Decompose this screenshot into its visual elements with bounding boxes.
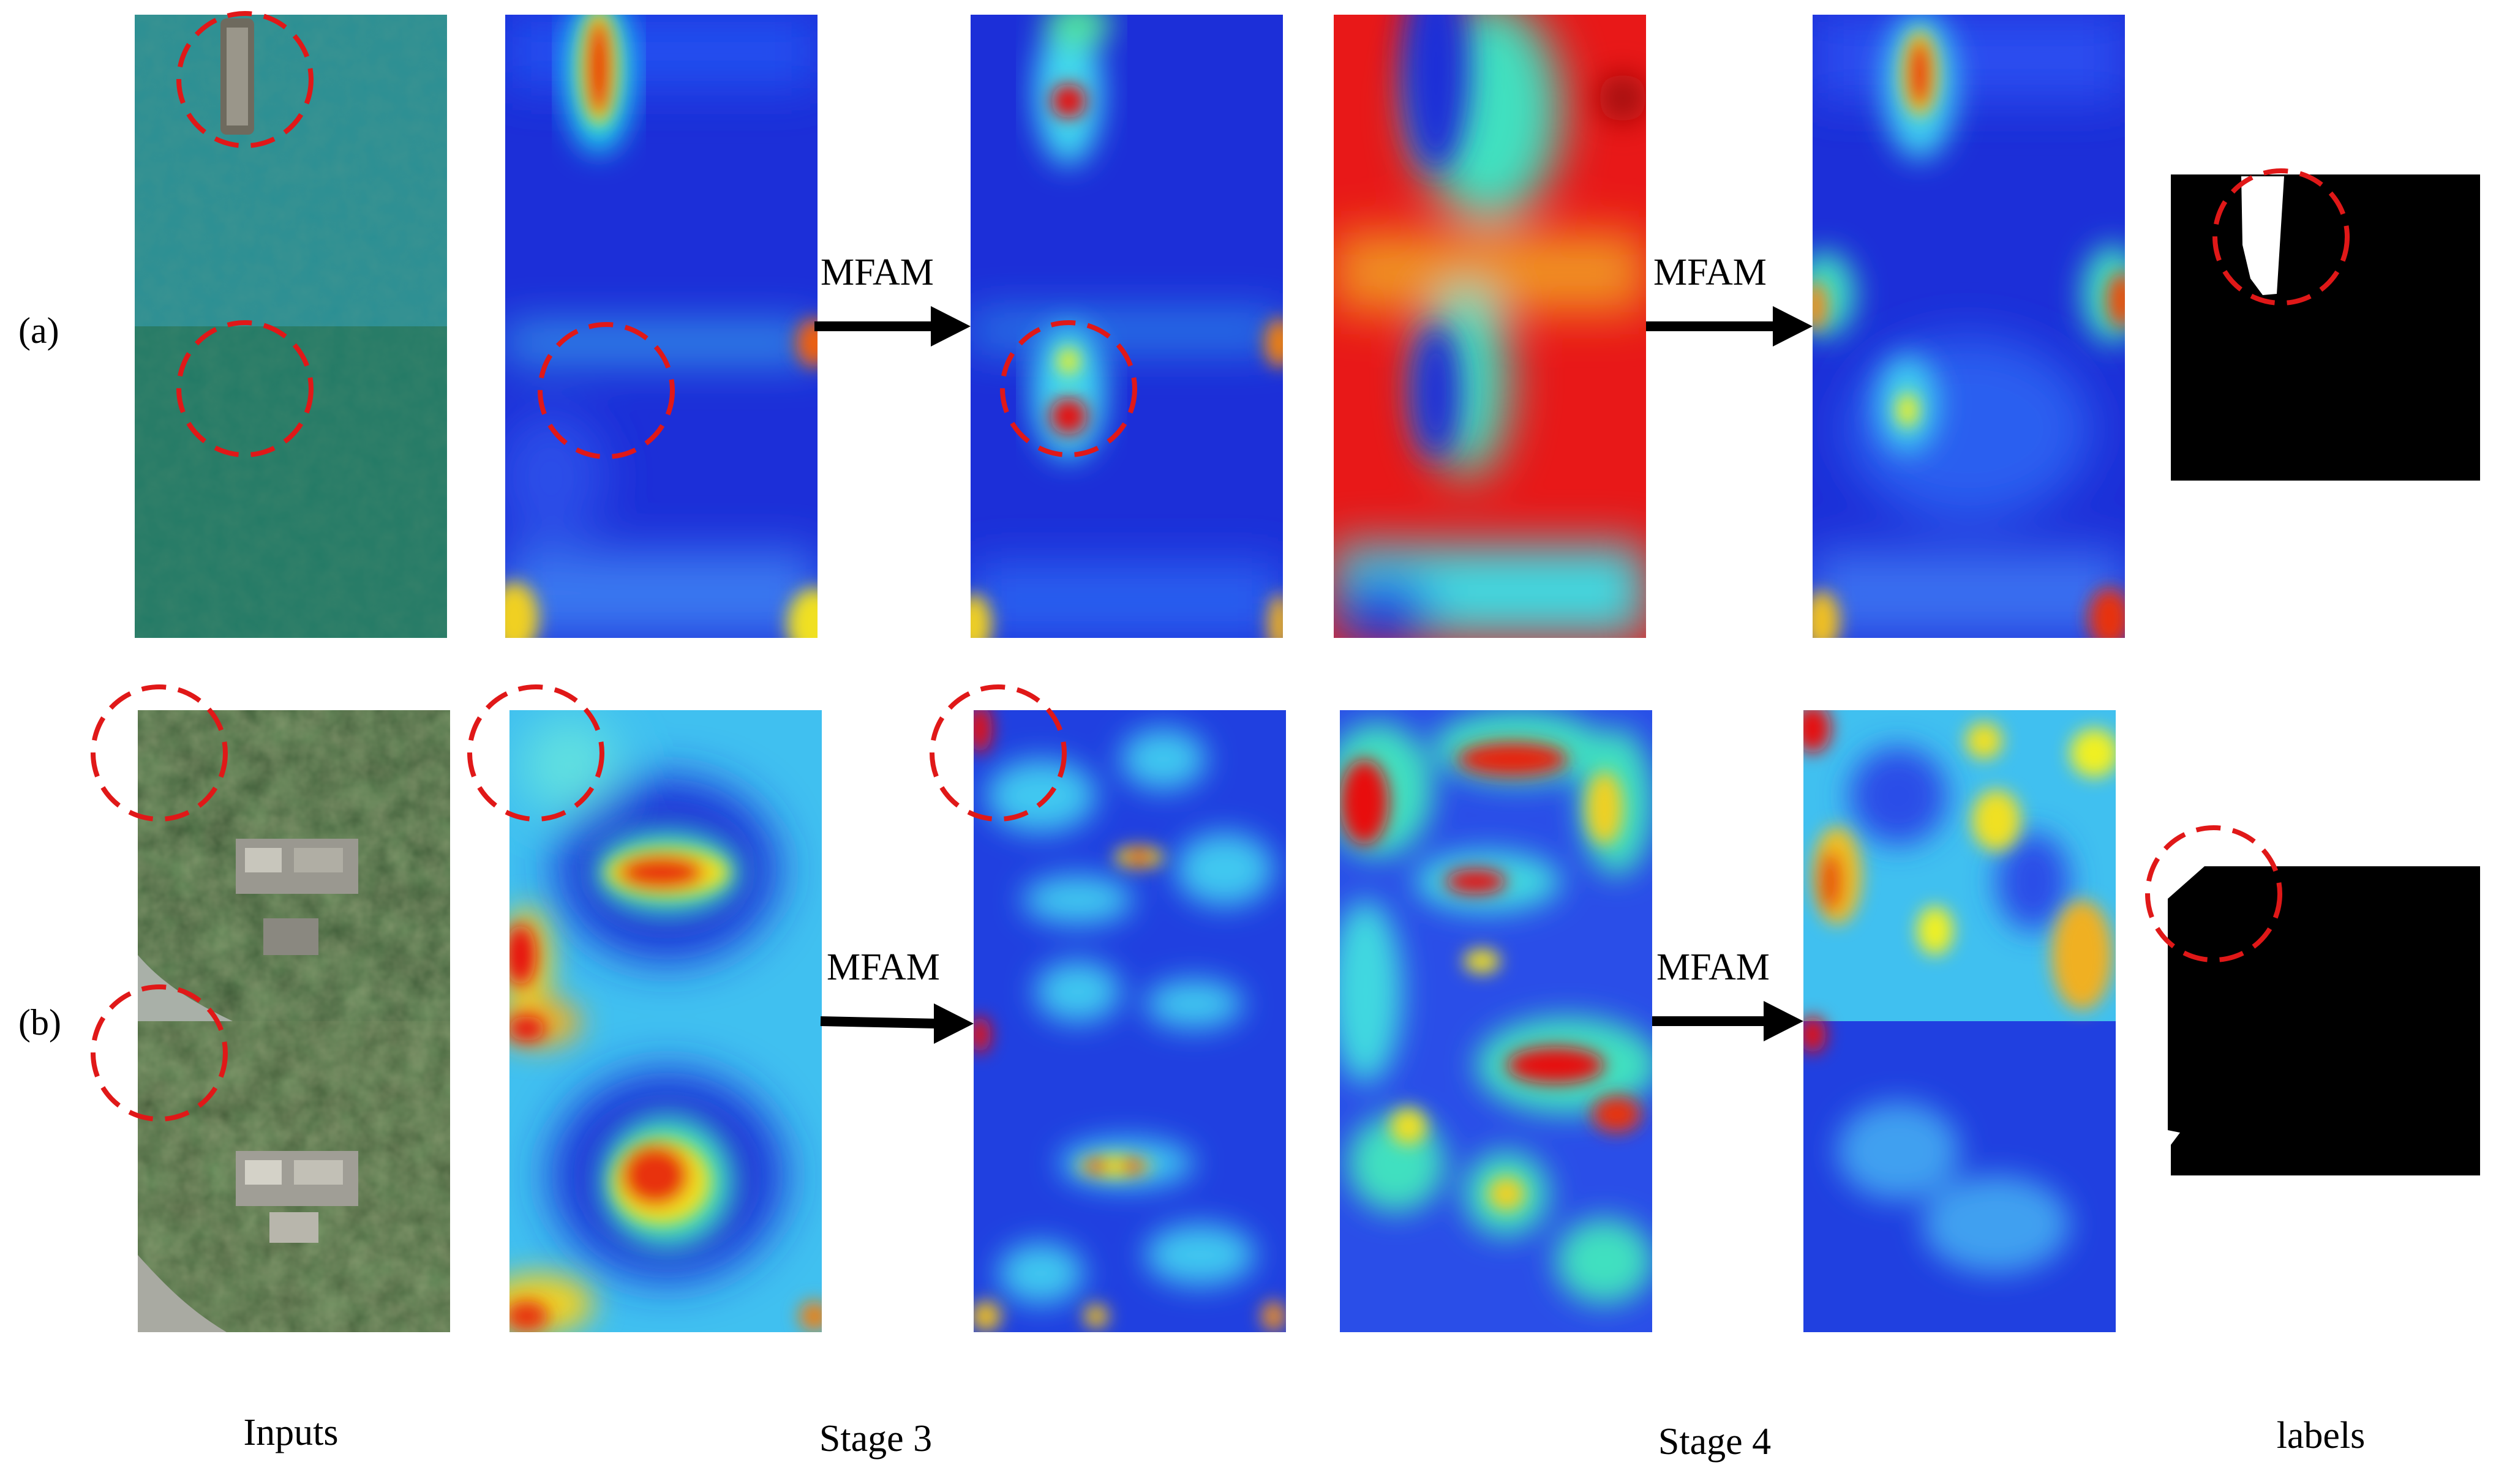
stage4-heatmap-a-after (1813, 15, 2125, 638)
column-caption-stage3: Stage 3 (819, 1418, 932, 1460)
mfam-label-a2: MFAM (1653, 252, 1767, 293)
mfam-arrow-a2: MFAM (1646, 252, 1813, 347)
building-after (236, 1151, 358, 1243)
road-before (138, 955, 233, 1021)
stage3-heatmap-b-before (509, 710, 822, 1332)
input-image-a (135, 15, 447, 638)
stage3-heatmap-b-after (974, 710, 1286, 1332)
row-label-a: (a) (18, 310, 59, 351)
road-after (138, 1255, 227, 1332)
row-label-b: (b) (18, 1002, 61, 1043)
column-caption-inputs: Inputs (244, 1412, 339, 1453)
ship-shape (220, 18, 254, 135)
column-caption-stage4: Stage 4 (1658, 1421, 1771, 1463)
column-caption-labels: labels (2277, 1415, 2366, 1456)
mfam-arrow-a1: MFAM (814, 252, 971, 347)
stage3-heatmap-a-before (505, 15, 818, 638)
mfam-arrow-b2: MFAM (1652, 946, 1803, 1041)
stage4-heatmap-b-before (1340, 710, 1652, 1332)
mfam-label-b2: MFAM (1656, 946, 1770, 988)
mfam-label-a1: MFAM (821, 252, 934, 293)
label-mask-a (2171, 174, 2480, 481)
highlight-circles-a (176, 11, 2350, 459)
input-image-b (138, 710, 450, 1332)
stage4-heatmap-a-before (1334, 15, 1646, 638)
stage3-heatmap-a-after (971, 15, 1283, 638)
stage4-heatmap-b-after (1803, 710, 2116, 1332)
label-mask-b (2168, 866, 2480, 1175)
mfam-arrow-b1: MFAM (820, 946, 974, 1044)
change-region-a (2241, 176, 2284, 295)
building-before (236, 839, 358, 955)
mfam-label-b1: MFAM (827, 946, 940, 988)
highlight-circles-b (91, 684, 2282, 1122)
change-region-b (2168, 866, 2480, 1175)
